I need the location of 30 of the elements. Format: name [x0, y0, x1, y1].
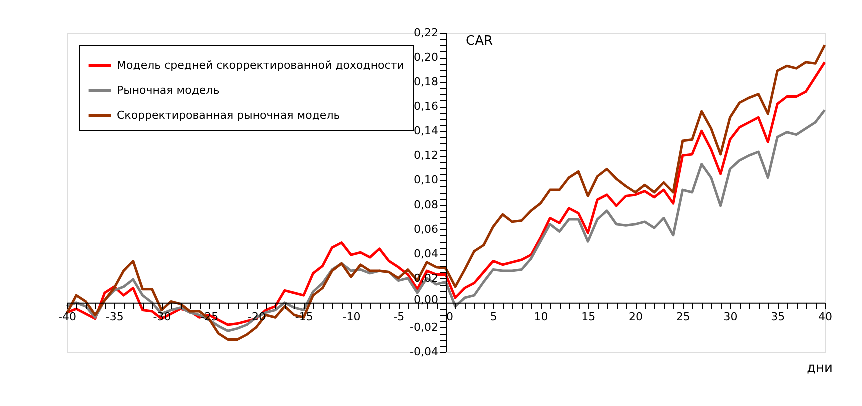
y-tick-label: 0,10 — [414, 174, 438, 187]
y-tick-label: 0,22 — [414, 26, 438, 40]
x-tick-label: 25 — [676, 310, 690, 324]
y-tick-label: 0,16 — [414, 100, 438, 114]
y-tick-label: 0,06 — [414, 222, 438, 236]
x-tick-label: 15 — [582, 310, 596, 324]
x-tick-label: 35 — [771, 310, 786, 324]
x-tick-label: -10 — [342, 310, 361, 324]
x-tick-label: -35 — [106, 310, 124, 324]
y-axis-title: CAR — [466, 34, 494, 49]
y-tick-label: 0,14 — [414, 124, 438, 138]
y-tick-label: 0,18 — [414, 76, 438, 89]
x-tick-label: 40 — [818, 310, 832, 324]
x-tick-label: 20 — [629, 310, 643, 324]
y-tick-label: -0,04 — [410, 346, 438, 358]
legend-label: Рыночная модель — [117, 84, 220, 97]
x-tick-label: 0 — [446, 310, 454, 324]
x-tick-label: 30 — [724, 310, 738, 324]
x-tick-label: -40 — [58, 310, 76, 324]
y-tick-label: 0,04 — [414, 247, 438, 260]
y-tick-label: 0,20 — [414, 51, 438, 64]
y-tick-label: 0,08 — [414, 198, 438, 212]
x-tick-label: 5 — [490, 310, 498, 324]
legend-label: Скорректированная рыночная модель — [117, 109, 340, 122]
x-tick-label: 10 — [534, 310, 548, 324]
x-axis-title: дни — [807, 361, 833, 376]
y-tick-label: -0,02 — [410, 320, 438, 334]
y-tick-label: 0,12 — [414, 149, 438, 162]
legend-label: Модель средней скорректированной доходности — [117, 59, 404, 72]
x-tick-label: -5 — [394, 310, 405, 324]
